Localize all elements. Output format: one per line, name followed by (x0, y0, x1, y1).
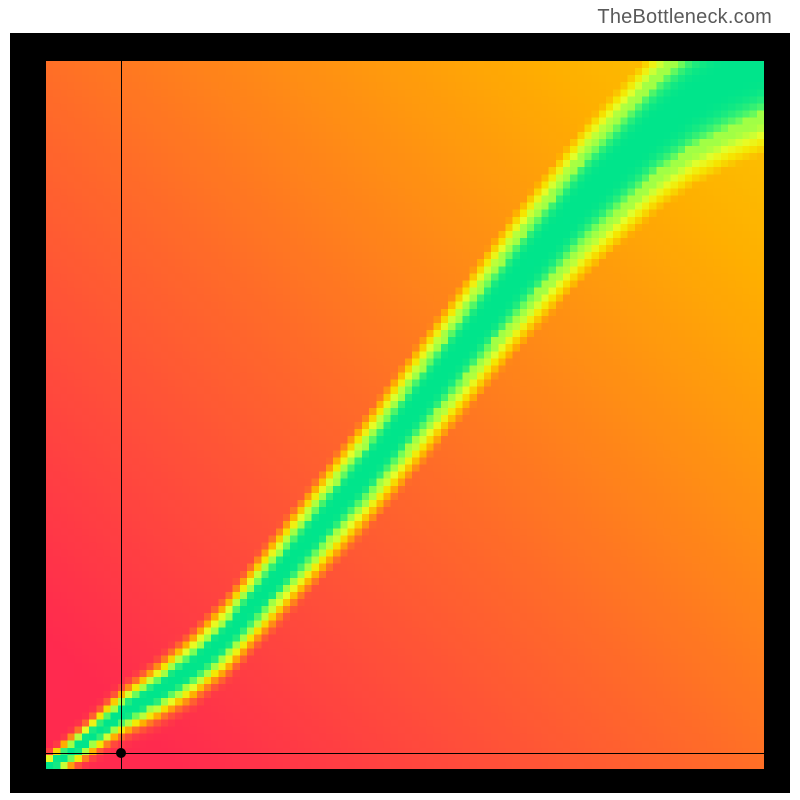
crosshair-horizontal-line (46, 753, 764, 754)
bottleneck-heatmap (46, 61, 764, 769)
chart-container: TheBottleneck.com (0, 0, 800, 800)
crosshair-vertical-line (121, 61, 122, 769)
watermark-label: TheBottleneck.com (597, 6, 772, 29)
chart-frame (10, 33, 790, 793)
